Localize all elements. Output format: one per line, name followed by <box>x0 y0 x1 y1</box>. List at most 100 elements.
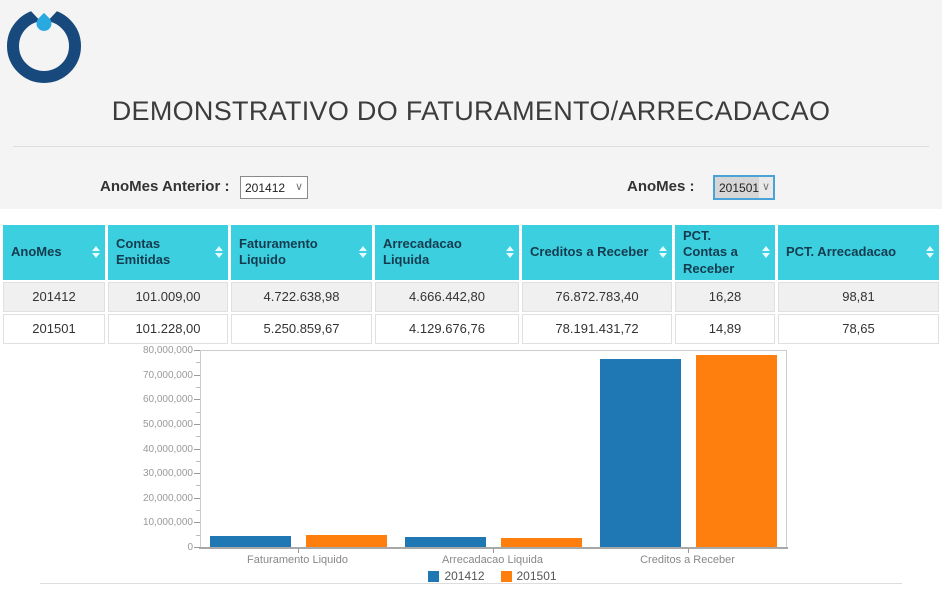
x-axis-category-label: Creditos a Receber <box>640 554 735 566</box>
chart-legend: 201412 201501 <box>200 569 785 583</box>
y-axis-tick-mark <box>194 547 200 548</box>
cell-faturamento-liquido: 4.722.638,98 <box>231 281 372 312</box>
column-header-faturamento-liquido[interactable]: Faturamento Liquido <box>231 225 372 280</box>
cell-pct-arrecadacao: 78,65 <box>778 313 939 344</box>
footer-divider <box>40 583 902 584</box>
sort-icon[interactable] <box>92 246 100 259</box>
sort-icon[interactable] <box>215 246 223 259</box>
column-header-creditos-a-receber[interactable]: Creditos a Receber <box>522 225 672 280</box>
bar-201412-arrecadacao-liquida <box>405 536 486 548</box>
legend-swatch-icon <box>428 570 440 582</box>
y-axis-tick-mark <box>194 350 200 351</box>
x-axis-category-label: Arrecadacao Liquida <box>442 554 543 566</box>
legend-label: 201501 <box>516 569 557 583</box>
y-axis-minor-tick-mark <box>196 362 200 364</box>
y-axis-minor-tick-mark <box>196 411 200 413</box>
cell-creditos-a-receber: 76.872.783,40 <box>522 281 672 312</box>
bar-201501-arrecadacao-liquida <box>501 537 582 548</box>
bar-201501-faturamento-liquido <box>306 535 387 548</box>
column-header-label: AnoMes <box>11 244 62 260</box>
y-axis-tick-mark <box>194 497 200 499</box>
anomes-value: 201501 <box>715 177 760 198</box>
sort-icon[interactable] <box>359 246 367 259</box>
y-axis-tick-label: 50,000,000 <box>142 418 193 430</box>
anomes-label: AnoMes : <box>627 178 695 195</box>
cell-arrecadacao-liquida: 4.129.676,76 <box>375 313 519 344</box>
y-axis-minor-tick-mark <box>196 510 200 512</box>
bar-chart: 201412 201501 0 10,000,000 20,000,000 30,000… <box>0 340 942 583</box>
cell-pct-contas-a-receber: 16,28 <box>675 281 775 312</box>
legend-item-201501[interactable]: 201501 <box>500 569 557 583</box>
column-header-label: Contas Emitidas <box>116 236 171 268</box>
x-axis-tick-mark <box>687 549 689 553</box>
y-axis-tick-label: 40,000,000 <box>142 443 193 455</box>
faturamento-table: AnoMes Contas Emitidas Faturamento Liqui… <box>0 223 942 346</box>
y-axis-tick-label: 70,000,000 <box>142 369 193 381</box>
y-axis-tick-mark <box>194 423 200 425</box>
anomes-anterior-label: AnoMes Anterior : <box>100 178 230 195</box>
y-axis-tick-mark <box>194 473 200 475</box>
column-header-label: Faturamento Liquido <box>239 236 318 268</box>
cell-contas-emitidas: 101.228,00 <box>108 313 228 344</box>
chart-plot-area <box>200 350 787 548</box>
sort-icon[interactable] <box>762 246 770 259</box>
bar-201412-faturamento-liquido <box>210 536 291 548</box>
y-axis-minor-tick-mark <box>196 460 200 462</box>
cell-contas-emitidas: 101.009,00 <box>108 281 228 312</box>
y-axis-tick-label: 30,000,000 <box>142 468 193 480</box>
anomes-select[interactable]: 201501 ∨ <box>713 175 775 200</box>
table-row: 201412 101.009,00 4.722.638,98 4.666.442… <box>3 281 939 312</box>
cell-pct-arrecadacao: 98,81 <box>778 281 939 312</box>
anomes-anterior-select[interactable]: 201412 ∨ <box>240 176 308 199</box>
x-axis-tick-mark <box>297 549 299 553</box>
sort-icon[interactable] <box>659 246 667 259</box>
cell-creditos-a-receber: 78.191.431,72 <box>522 313 672 344</box>
header-divider <box>13 146 929 147</box>
y-axis-minor-tick-mark <box>196 436 200 438</box>
header-section: DEMONSTRATIVO DO FATURAMENTO/ARRECADACAO… <box>0 0 942 209</box>
cell-faturamento-liquido: 5.250.859,67 <box>231 313 372 344</box>
bar-201501-creditos-a-receber <box>696 355 777 548</box>
legend-item-201412[interactable]: 201412 <box>428 569 485 583</box>
x-axis-category-label: Faturamento Liquido <box>247 554 348 566</box>
cell-arrecadacao-liquida: 4.666.442,80 <box>375 281 519 312</box>
y-axis-minor-tick-mark <box>196 534 200 536</box>
y-axis-minor-tick-mark <box>196 485 200 487</box>
y-axis-tick-mark <box>194 522 200 524</box>
y-axis-tick-label: 10,000,000 <box>142 517 193 529</box>
column-header-label: PCT. Arrecadacao <box>786 244 897 260</box>
cell-anomes: 201501 <box>3 313 105 344</box>
chevron-down-icon: ∨ <box>759 177 773 198</box>
sort-icon[interactable] <box>926 246 934 259</box>
column-header-anomes[interactable]: AnoMes <box>3 225 105 280</box>
column-header-pct-contas-a-receber[interactable]: PCT. Contas a Receber <box>675 225 775 280</box>
column-header-label: Arrecadacao Liquida <box>383 236 462 268</box>
sort-icon[interactable] <box>506 246 514 259</box>
chart-x-axis <box>199 547 788 549</box>
column-header-contas-emitidas[interactable]: Contas Emitidas <box>108 225 228 280</box>
cell-pct-contas-a-receber: 14,89 <box>675 313 775 344</box>
page-title: DEMONSTRATIVO DO FATURAMENTO/ARRECADACAO <box>111 96 831 126</box>
y-axis-tick-label: 80,000,000 <box>142 345 193 356</box>
y-axis-minor-tick-mark <box>196 386 200 388</box>
table-header-row: AnoMes Contas Emitidas Faturamento Liqui… <box>3 225 939 280</box>
water-drop-logo[interactable] <box>7 9 81 83</box>
y-axis-tick-label: 60,000,000 <box>142 394 193 406</box>
y-axis-tick-label: 0 <box>187 542 193 553</box>
y-axis-tick-label: 20,000,000 <box>142 492 193 504</box>
y-axis-tick-mark <box>194 374 200 376</box>
bar-201412-creditos-a-receber <box>600 358 681 548</box>
anomes-anterior-value: 201412 <box>245 180 286 195</box>
table-row: 201501 101.228,00 5.250.859,67 4.129.676… <box>3 313 939 344</box>
column-header-label: PCT. Contas a Receber <box>683 228 738 276</box>
column-header-arrecadacao-liquida[interactable]: Arrecadacao Liquida <box>375 225 519 280</box>
legend-label: 201412 <box>444 569 485 583</box>
legend-swatch-icon <box>500 570 512 582</box>
column-header-label: Creditos a Receber <box>530 244 649 260</box>
column-header-pct-arrecadacao[interactable]: PCT. Arrecadacao <box>778 225 939 280</box>
chevron-down-icon: ∨ <box>294 181 304 193</box>
y-axis-tick-mark <box>194 399 200 401</box>
y-axis-tick-mark <box>194 448 200 450</box>
cell-anomes: 201412 <box>3 281 105 312</box>
